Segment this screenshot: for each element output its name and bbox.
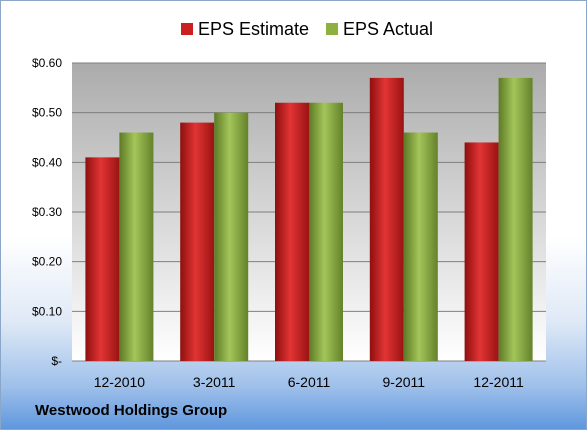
legend-swatch-eps-estimate [181,23,193,35]
y-axis: $- $0.10 $0.20 $0.30 $0.40 $0.50 $0.60 [32,56,62,368]
bar-eps-actual-12-2010 [119,132,154,361]
bar-eps-estimate-12-2010 [85,157,120,361]
x-axis: 12-2010 3-2011 6-2011 9-2011 12-2011 [94,374,524,390]
bar-eps-actual-3-2011 [214,112,249,362]
y-tick-label: $- [51,354,62,368]
x-tick-label: 9-2011 [383,374,426,390]
y-tick-label: $0.40 [32,155,62,169]
y-tick-label: $0.20 [32,255,62,269]
bar-eps-actual-6-2011 [309,102,343,361]
y-tick-label: $0.60 [32,56,62,70]
bar-eps-estimate-3-2011 [180,122,215,361]
y-tick-label: $0.10 [32,304,62,318]
x-tick-label: 6-2011 [288,374,331,390]
legend-swatch-eps-actual [326,23,338,35]
legend-label: EPS Actual [343,19,433,39]
bars [85,77,533,362]
bar-eps-actual-9-2011 [403,132,438,361]
y-tick-label: $0.50 [32,106,62,120]
company-name: Westwood Holdings Group [35,402,228,419]
bar-eps-actual-12-2011 [498,77,533,362]
bar-eps-estimate-6-2011 [275,102,309,361]
x-tick-label: 12-2010 [94,374,146,390]
bar-eps-estimate-12-2011 [464,142,499,361]
bar-eps-estimate-9-2011 [369,77,404,362]
legend-label: EPS Estimate [198,19,309,39]
x-tick-label: 3-2011 [193,374,236,390]
x-tick-label: 12-2011 [473,374,524,390]
legend: EPS Estimate EPS Actual [181,19,433,39]
y-tick-label: $0.30 [32,205,62,219]
